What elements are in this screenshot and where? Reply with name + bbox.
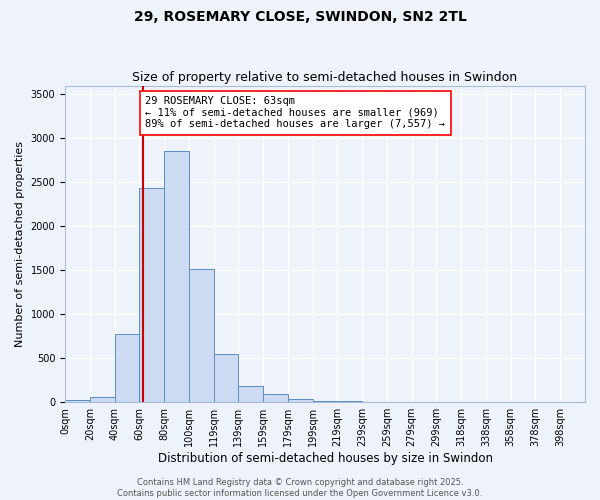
Bar (313, 401, 337, 402)
Bar (238, 386, 263, 402)
Bar (214, 354, 238, 402)
X-axis label: Distribution of semi-detached houses by size in Swindon: Distribution of semi-detached houses by … (158, 452, 493, 465)
Bar (139, 188, 164, 402)
Bar (164, 150, 189, 402)
Bar (115, 334, 139, 402)
Bar (90, 398, 115, 402)
Text: 29 ROSEMARY CLOSE: 63sqm
← 11% of semi-detached houses are smaller (969)
89% of : 29 ROSEMARY CLOSE: 63sqm ← 11% of semi-d… (145, 96, 445, 130)
Bar (65, 400, 90, 402)
Bar (189, 268, 214, 402)
Y-axis label: Number of semi-detached properties: Number of semi-detached properties (15, 141, 25, 347)
Title: Size of property relative to semi-detached houses in Swindon: Size of property relative to semi-detach… (133, 72, 518, 85)
Text: 29, ROSEMARY CLOSE, SWINDON, SN2 2TL: 29, ROSEMARY CLOSE, SWINDON, SN2 2TL (134, 10, 466, 24)
Bar (263, 394, 288, 402)
Text: Contains HM Land Registry data © Crown copyright and database right 2025.
Contai: Contains HM Land Registry data © Crown c… (118, 478, 482, 498)
Bar (288, 399, 313, 402)
